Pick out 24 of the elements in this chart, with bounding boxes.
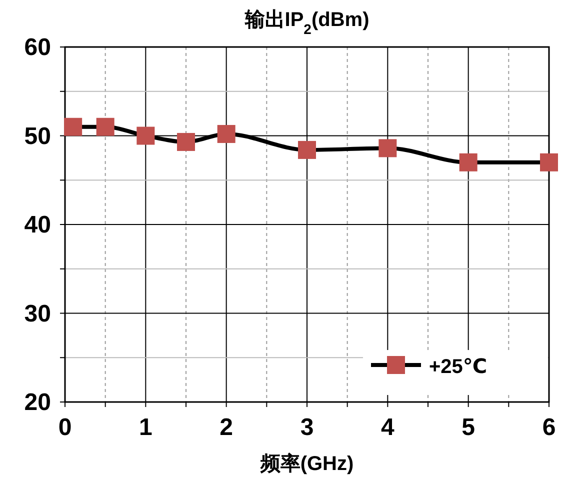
- legend-label: +25℃: [429, 356, 488, 378]
- point: [378, 139, 397, 158]
- x-tick-label: 2: [220, 414, 234, 441]
- x-tick-label: 0: [58, 414, 72, 441]
- y-tick-label: 40: [24, 212, 51, 238]
- y-tick-label: 60: [24, 34, 51, 61]
- y-tick-label: 30: [24, 300, 51, 328]
- x-tick-label: 1: [138, 414, 152, 441]
- chart-title: 输出IP$_{2}$(dBm): [244, 9, 370, 37]
- y-tick-label: 50: [24, 122, 51, 150]
- point: [298, 140, 316, 159]
- x-tick-label: 3: [300, 414, 314, 441]
- x-tick-label: 6: [542, 414, 556, 441]
- point: [177, 132, 195, 151]
- point: [217, 124, 236, 143]
- x-tick-label: 5: [462, 414, 476, 441]
- point: [540, 153, 558, 172]
- y-tick-label: 20: [24, 389, 51, 416]
- point: [459, 153, 478, 172]
- x-axis-title: 频率(GHz): [259, 452, 354, 475]
- point: [96, 118, 114, 136]
- point: [64, 118, 82, 136]
- x-tick-label: 4: [380, 414, 395, 441]
- point: [136, 126, 155, 145]
